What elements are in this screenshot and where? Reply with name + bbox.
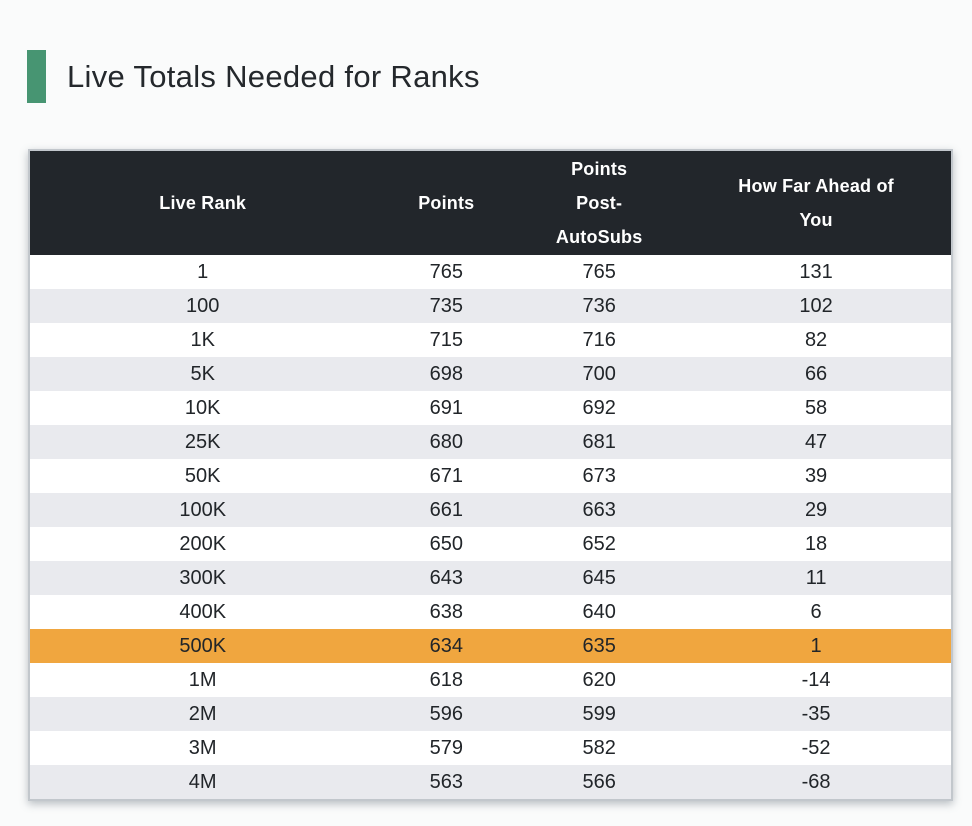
points-post-autosubs-cell: 663 [517,493,682,527]
points-post-autosubs-cell: 640 [517,595,682,629]
table-row: 1M 618 620 -14 [30,663,951,697]
points-post-autosubs-cell: 652 [517,527,682,561]
how-far-ahead-cell: 82 [681,323,951,357]
live-rank-cell: 100 [30,289,376,323]
points-post-autosubs-cell: 700 [517,357,682,391]
points-cell: 563 [375,765,518,799]
table-row: 50K 671 673 39 [30,459,951,493]
table-row: 100K 661 663 29 [30,493,951,527]
points-cell: 643 [375,561,518,595]
live-rank-cell: 400K [30,595,376,629]
table-row: 25K 680 681 47 [30,425,951,459]
how-far-ahead-cell: 1 [681,629,951,663]
live-rank-cell: 2M [30,697,376,731]
how-far-ahead-cell: 11 [681,561,951,595]
table-row: 100 735 736 102 [30,289,951,323]
how-far-ahead-cell: 102 [681,289,951,323]
points-cell: 618 [375,663,518,697]
page: Live Totals Needed for Ranks Live Rank P… [0,50,972,801]
table-row: 1K 715 716 82 [30,323,951,357]
points-cell: 650 [375,527,518,561]
how-far-ahead-cell: -35 [681,697,951,731]
live-rank-cell: 500K [30,629,376,663]
column-header-points: Points [375,151,518,255]
table-row: 5K 698 700 66 [30,357,951,391]
live-rank-cell: 3M [30,731,376,765]
points-post-autosubs-cell: 620 [517,663,682,697]
points-cell: 680 [375,425,518,459]
points-post-autosubs-cell: 582 [517,731,682,765]
table-row: 300K 643 645 11 [30,561,951,595]
points-post-autosubs-cell: 635 [517,629,682,663]
table-body: 1 765 765 131 100 735 736 102 1K 715 716 82 5K 698 700… [30,255,951,799]
points-cell: 634 [375,629,518,663]
live-rank-cell: 1 [30,255,376,289]
points-post-autosubs-cell: 645 [517,561,682,595]
table-row: 2M 596 599 -35 [30,697,951,731]
table-row: 10K 691 692 58 [30,391,951,425]
points-post-autosubs-cell: 673 [517,459,682,493]
column-header-how-far-ahead-of-you: How Far Ahead of You [681,151,951,255]
points-post-autosubs-cell: 716 [517,323,682,357]
live-rank-cell: 5K [30,357,376,391]
how-far-ahead-cell: -52 [681,731,951,765]
column-header-points-post-autosubs: Points Post- AutoSubs [517,151,682,255]
how-far-ahead-cell: 29 [681,493,951,527]
ranks-table: Live Rank Points Points Post- AutoSubs H… [30,151,951,799]
header-row: Live Rank Points Points Post- AutoSubs H… [30,151,951,255]
points-cell: 661 [375,493,518,527]
ranks-table-container: Live Rank Points Points Post- AutoSubs H… [28,149,953,801]
page-title: Live Totals Needed for Ranks [67,58,480,94]
table-row: 400K 638 640 6 [30,595,951,629]
points-post-autosubs-cell: 599 [517,697,682,731]
table-row: 4M 563 566 -68 [30,765,951,799]
column-header-live-rank: Live Rank [30,151,376,255]
points-cell: 638 [375,595,518,629]
table-row: 1 765 765 131 [30,255,951,289]
how-far-ahead-cell: 47 [681,425,951,459]
live-rank-cell: 300K [30,561,376,595]
how-far-ahead-cell: 131 [681,255,951,289]
live-rank-cell: 200K [30,527,376,561]
points-cell: 691 [375,391,518,425]
points-cell: 596 [375,697,518,731]
points-cell: 735 [375,289,518,323]
live-rank-cell: 4M [30,765,376,799]
table-row: 200K 650 652 18 [30,527,951,561]
live-rank-cell: 10K [30,391,376,425]
title-accent-bar [27,50,46,103]
points-post-autosubs-cell: 566 [517,765,682,799]
live-rank-cell: 100K [30,493,376,527]
live-rank-cell: 1K [30,323,376,357]
how-far-ahead-cell: 66 [681,357,951,391]
points-cell: 579 [375,731,518,765]
points-post-autosubs-cell: 692 [517,391,682,425]
points-post-autosubs-cell: 736 [517,289,682,323]
table-row: 3M 579 582 -52 [30,731,951,765]
how-far-ahead-cell: -68 [681,765,951,799]
table-row: 500K 634 635 1 [30,629,951,663]
live-rank-cell: 50K [30,459,376,493]
points-cell: 698 [375,357,518,391]
table-header: Live Rank Points Points Post- AutoSubs H… [30,151,951,255]
section-header: Live Totals Needed for Ranks [27,50,953,103]
points-cell: 765 [375,255,518,289]
how-far-ahead-cell: 39 [681,459,951,493]
points-post-autosubs-cell: 681 [517,425,682,459]
live-rank-cell: 1M [30,663,376,697]
points-cell: 715 [375,323,518,357]
how-far-ahead-cell: 58 [681,391,951,425]
how-far-ahead-cell: -14 [681,663,951,697]
points-cell: 671 [375,459,518,493]
how-far-ahead-cell: 18 [681,527,951,561]
live-rank-cell: 25K [30,425,376,459]
points-post-autosubs-cell: 765 [517,255,682,289]
how-far-ahead-cell: 6 [681,595,951,629]
